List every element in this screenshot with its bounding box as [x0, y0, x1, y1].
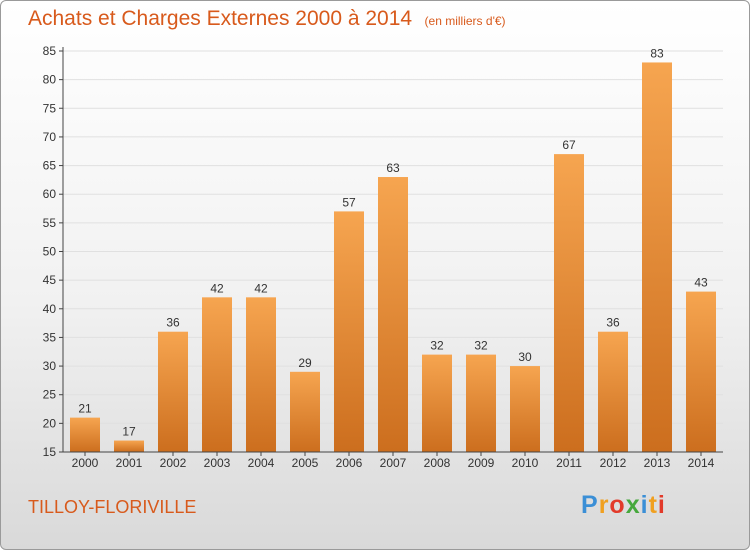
y-tick-label: 70 — [43, 130, 57, 144]
bar-2006 — [334, 211, 364, 452]
data-label: 67 — [562, 138, 576, 152]
y-tick-label: 35 — [43, 330, 57, 344]
x-tick-label: 2007 — [380, 456, 407, 470]
data-label: 30 — [518, 350, 532, 364]
bar-2007 — [378, 177, 408, 452]
x-tick-label: 2002 — [160, 456, 187, 470]
chart-subtitle: (en milliers d'€) — [424, 14, 506, 28]
y-tick-label: 20 — [43, 416, 57, 430]
x-tick-label: 2008 — [424, 456, 451, 470]
x-tick-label: 2011 — [556, 456, 582, 470]
x-tick-label: 2013 — [644, 456, 671, 470]
bar-2004 — [246, 297, 276, 452]
logo-letter: i — [640, 491, 649, 519]
logo-letter: P — [581, 491, 599, 519]
y-tick-label: 65 — [43, 159, 57, 173]
x-tick-label: 2004 — [248, 456, 275, 470]
data-label: 57 — [342, 195, 356, 209]
y-tick-label: 55 — [43, 216, 57, 230]
chart-title: Achats et Charges Externes 2000 à 2014 — [28, 7, 413, 30]
bar-2013 — [642, 62, 672, 452]
data-label: 17 — [122, 425, 136, 439]
logo-letter: x — [625, 491, 641, 519]
x-tick-label: 2014 — [688, 456, 715, 470]
bar-2009 — [466, 354, 496, 452]
title-row: Achats et Charges Externes 2000 à 2014 (… — [28, 7, 506, 31]
data-label: 29 — [298, 356, 312, 370]
bar-2011 — [554, 154, 584, 452]
commune-name: TILLOY-FLORIVILLE — [28, 497, 197, 517]
data-label: 36 — [606, 316, 620, 330]
bar-2014 — [686, 291, 716, 452]
data-label: 36 — [166, 316, 180, 330]
x-tick-label: 2005 — [292, 456, 319, 470]
data-label: 43 — [694, 276, 708, 290]
y-tick-label: 80 — [43, 73, 57, 87]
x-tick-label: 2001 — [116, 456, 143, 470]
y-tick-label: 40 — [43, 302, 57, 316]
y-tick-label: 25 — [43, 388, 57, 402]
data-label: 32 — [430, 339, 444, 353]
proxiti-logo[interactable]: Proxiti — [581, 491, 666, 520]
y-tick-label: 45 — [43, 273, 57, 287]
bar-2012 — [598, 331, 628, 452]
data-label: 83 — [650, 46, 664, 60]
x-tick-label: 2003 — [204, 456, 231, 470]
data-label: 21 — [78, 402, 92, 416]
logo-letter: i — [657, 491, 666, 519]
data-label: 63 — [386, 161, 400, 175]
bar-2000 — [70, 417, 100, 452]
x-tick-label: 2010 — [512, 456, 539, 470]
x-tick-label: 2006 — [336, 456, 363, 470]
data-label: 32 — [474, 339, 488, 353]
y-tick-label: 60 — [43, 187, 57, 201]
data-label: 42 — [254, 281, 268, 295]
logo-letter: t — [648, 491, 658, 519]
logo-letter: o — [609, 491, 626, 519]
bar-2005 — [290, 371, 320, 452]
bar-2008 — [422, 354, 452, 452]
y-tick-label: 85 — [43, 44, 57, 58]
bar-2010 — [510, 366, 540, 452]
bar-2002 — [158, 331, 188, 452]
data-label: 42 — [210, 281, 224, 295]
y-tick-label: 15 — [43, 445, 57, 459]
logo-letter: r — [598, 491, 610, 519]
bar-2003 — [202, 297, 232, 452]
bar-layer: 21 17 36 42 42 29 57 63 32 32 30 67 36 83 43 — [70, 46, 716, 452]
x-tick-label: 2009 — [468, 456, 495, 470]
axis-layer: 15 20 25 30 35 40 45 50 55 60 65 70 75 80 85 2000 2001 20… — [43, 44, 723, 470]
y-tick-label: 30 — [43, 359, 57, 373]
y-tick-label: 75 — [43, 101, 57, 115]
x-tick-label: 2012 — [600, 456, 627, 470]
y-tick-label: 50 — [43, 245, 57, 259]
x-tick-label: 2000 — [72, 456, 99, 470]
bar-2001 — [114, 440, 144, 452]
